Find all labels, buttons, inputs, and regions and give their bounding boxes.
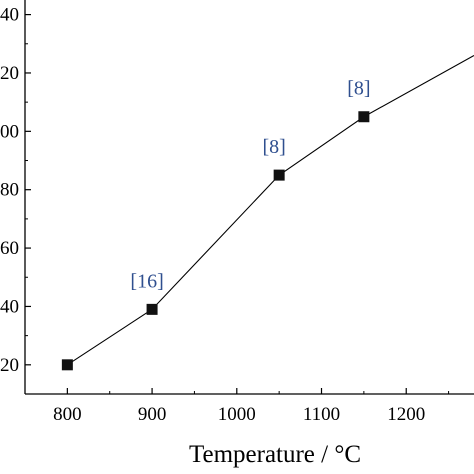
y-tick-label: 140 <box>0 5 19 26</box>
x-tick-label: 800 <box>53 404 82 425</box>
y-tick-label: 100 <box>0 121 19 142</box>
x-axis-ticks: 800 900 1000 1100 1200 <box>24 388 450 425</box>
data-point-marker <box>273 169 285 181</box>
y-tick-label: 120 <box>0 63 19 84</box>
reference-annotation: [8] <box>262 136 285 158</box>
y-tick-label: 20 <box>0 355 19 376</box>
reference-annotation: [16] <box>130 270 163 292</box>
y-tick-label: 80 <box>0 180 19 201</box>
y-axis-ticks: 20 40 60 80 100 120 140 <box>0 5 31 376</box>
data-point-marker <box>61 359 73 371</box>
x-tick-label: 1200 <box>387 404 425 425</box>
data-point-marker <box>358 111 370 123</box>
series-line <box>67 54 474 366</box>
x-tick-label: 900 <box>138 404 167 425</box>
x-tick-label: 1000 <box>218 404 256 425</box>
reference-annotation: [8] <box>347 78 370 100</box>
y-tick-label: 40 <box>0 296 19 317</box>
y-tick-label: 60 <box>0 238 19 259</box>
series-group <box>61 54 474 371</box>
plot-frame <box>24 0 474 395</box>
data-point-marker <box>146 303 158 315</box>
annotations-group: [16] [8] [8] <box>130 78 370 293</box>
x-axis-title: Temperature / °C <box>189 441 361 468</box>
x-tick-label: 1100 <box>303 404 340 425</box>
